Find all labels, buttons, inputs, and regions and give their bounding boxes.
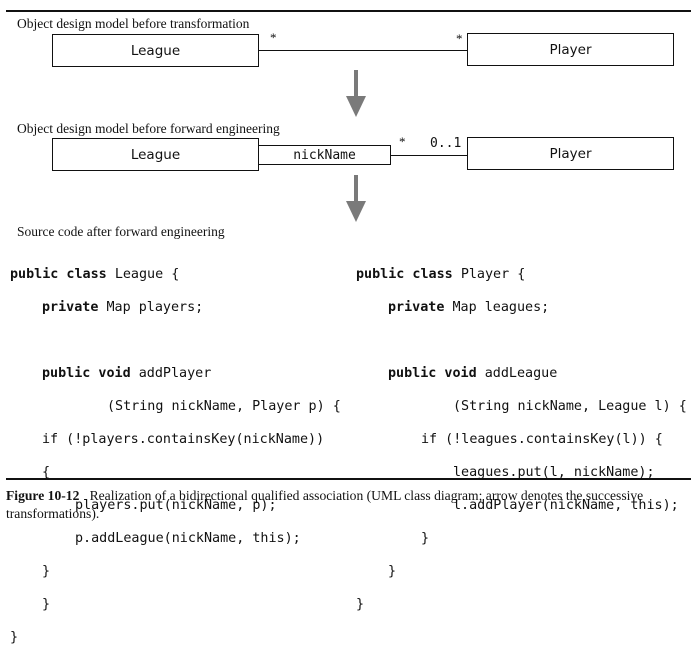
multiplicity-right: * (456, 31, 463, 46)
league-source-code: public class League { private Map player… (10, 250, 341, 663)
code-line: } (356, 596, 365, 612)
code-line: } (421, 530, 430, 546)
code-line: { (42, 464, 51, 480)
code-line (10, 333, 341, 350)
association-line (259, 50, 467, 52)
code-line: public void addPlayer (42, 365, 212, 381)
code-line: public class Player { (356, 266, 526, 282)
player-class-box: Player (467, 33, 674, 66)
code-line: if (!players.containsKey(nickName)) (42, 431, 325, 447)
code-line: p.addLeague(nickName, this); (75, 530, 301, 546)
code-line: private Map players; (42, 299, 204, 315)
bottom-rule (6, 478, 691, 480)
code-line: public class League { (10, 266, 180, 282)
qualified-association-line (391, 155, 467, 157)
player-class-box-2: Player (467, 137, 674, 170)
code-line: l.addPlayer(nickName, this); (453, 497, 679, 513)
player-source-code: public class Player { private Map league… (356, 250, 687, 630)
code-line: players.put(nickName, p); (75, 497, 277, 513)
league-class-box-2: League (52, 138, 259, 171)
code-line: leagues.put(l, nickName); (453, 464, 655, 480)
transformation-arrow-1 (346, 70, 366, 117)
code-line: } (42, 596, 51, 612)
code-line: } (10, 629, 19, 645)
code-section-label: Source code after forward engineering (17, 224, 225, 239)
qualifier-box: nickName (258, 145, 391, 165)
multiplicity-left-2: * (399, 134, 406, 149)
code-line: (String nickName, Player p) { (107, 398, 341, 414)
multiplicity-right-2: 0..1 (430, 136, 462, 151)
diagram1-label: Object design model before transformatio… (17, 16, 250, 31)
code-line: (String nickName, League l) { (453, 398, 687, 414)
top-rule (6, 10, 691, 12)
league-class-box: League (52, 34, 259, 67)
code-line: } (42, 563, 51, 579)
code-line: public void addLeague (388, 365, 558, 381)
figure-number: Figure 10-12 (6, 488, 80, 503)
diagram2-label: Object design model before forward engin… (17, 121, 280, 136)
code-line: if (!leagues.containsKey(l)) { (421, 431, 663, 447)
caption-text: Realization of a bidirectional qualified… (6, 488, 644, 521)
multiplicity-left: * (270, 30, 277, 45)
code-line: private Map leagues; (388, 299, 550, 315)
transformation-arrow-2 (346, 175, 366, 222)
code-line: } (388, 563, 397, 579)
figure-caption: Figure 10-12 Realization of a bidirectio… (6, 487, 694, 522)
code-line (356, 333, 687, 350)
